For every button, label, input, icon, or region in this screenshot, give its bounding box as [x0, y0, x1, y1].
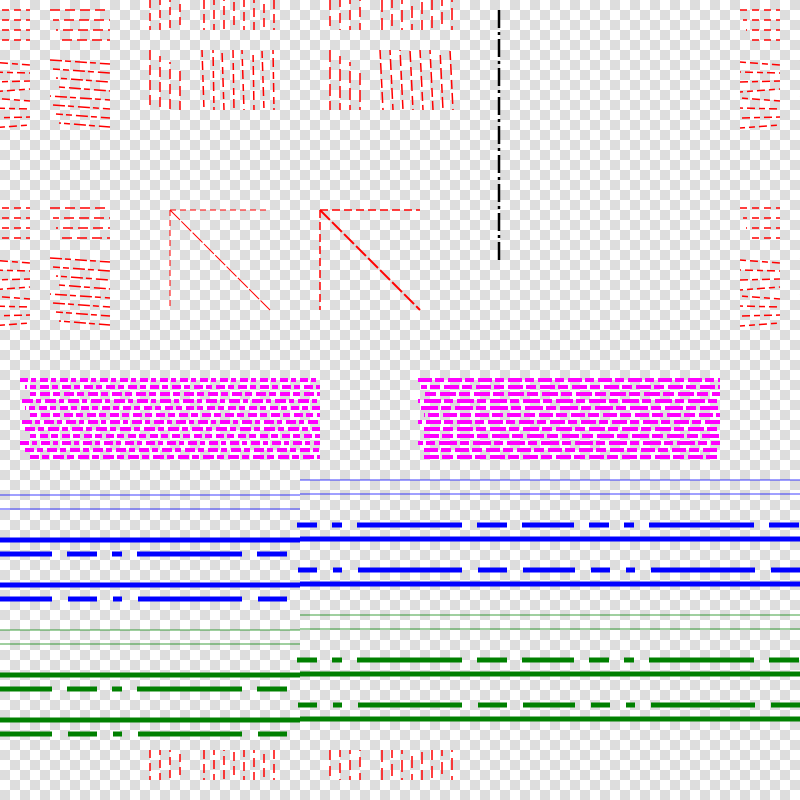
red-dashed-line: [739, 88, 781, 93]
red-dashed-line: [49, 293, 111, 299]
blue-line-set: [0, 479, 800, 602]
red-dashed-line: [221, 49, 225, 111]
red-dashed-line: [739, 286, 781, 291]
red-dashed-line: [241, 49, 245, 111]
red-dashed-line: [0, 107, 31, 110]
red-dashed-line: [49, 95, 111, 101]
red-dashed-line: [739, 314, 781, 317]
red-dashed-line: [55, 311, 111, 317]
red-dashed-line: [319, 209, 421, 311]
red-dashed-line: [252, 49, 255, 111]
red-dashed-line: [399, 49, 404, 111]
red-dashed-line: [0, 124, 31, 129]
red-dashed-line: [58, 86, 111, 92]
red-dashed-line: [739, 259, 781, 264]
red-dashed-line: [739, 124, 781, 129]
red-dashed-line: [429, 49, 434, 111]
red-dashed-line: [739, 116, 781, 119]
red-dashed-line: [0, 61, 31, 66]
red-dashed-line: [739, 71, 781, 74]
red-dashed-line: [261, 49, 265, 111]
red-dashed-line: [55, 275, 111, 281]
red-dashed-line: [0, 80, 31, 83]
red-dashed-line: [439, 49, 444, 111]
red-dashed-line: [52, 104, 111, 110]
red-dashed-line: [389, 49, 394, 111]
red-dashed-line: [449, 49, 454, 111]
red-dashed-line: [201, 49, 205, 111]
red-dashed-line: [419, 49, 424, 111]
red-dashed-line: [169, 209, 271, 311]
red-dashed-line: [739, 97, 781, 102]
red-dashed-line: [739, 269, 781, 272]
red-horizontal-dash-blocks: [0, 9, 800, 327]
red-dashed-line: [739, 107, 781, 110]
red-dashed-line: [52, 302, 111, 308]
red-dashed-line: [739, 61, 781, 66]
red-dashed-line: [379, 49, 384, 111]
red-dashed-line: [49, 59, 111, 65]
red-dashed-line: [52, 266, 111, 272]
red-dashed-line: [58, 284, 111, 290]
red-dashed-line: [0, 314, 31, 317]
red-dashed-line: [0, 295, 31, 300]
red-dashed-line: [0, 278, 31, 281]
magenta-dash-blocks: [20, 378, 720, 459]
red-dashed-line: [739, 305, 781, 308]
red-dashed-line: [272, 49, 275, 111]
red-dashed-line: [0, 71, 31, 74]
red-dashed-line: [0, 116, 31, 119]
red-vertical-dash-blocks: [149, 0, 454, 780]
red-dashed-line: [0, 88, 31, 93]
red-dashed-line: [739, 278, 781, 281]
red-dashed-line: [0, 97, 31, 102]
red-dashed-line: [739, 322, 781, 327]
red-dashed-line: [0, 286, 31, 291]
red-dashed-line: [739, 80, 781, 83]
red-dashed-line: [409, 49, 414, 111]
red-dashed-line: [0, 259, 31, 264]
red-dashed-line: [55, 77, 111, 83]
red-dashed-line: [0, 269, 31, 272]
red-dashed-line: [55, 113, 111, 119]
red-dashed-line: [212, 49, 215, 111]
green-line-set: [0, 614, 800, 737]
red-dashed-line: [0, 305, 31, 308]
red-dashed-line: [739, 295, 781, 300]
red-dashed-line: [58, 320, 111, 326]
red-dashed-triangles: [169, 209, 421, 311]
red-dashed-line: [52, 68, 111, 74]
red-dashed-line: [232, 49, 235, 111]
red-dashed-line: [49, 257, 111, 263]
red-dashed-line: [58, 122, 111, 128]
red-dashed-line: [0, 322, 31, 327]
